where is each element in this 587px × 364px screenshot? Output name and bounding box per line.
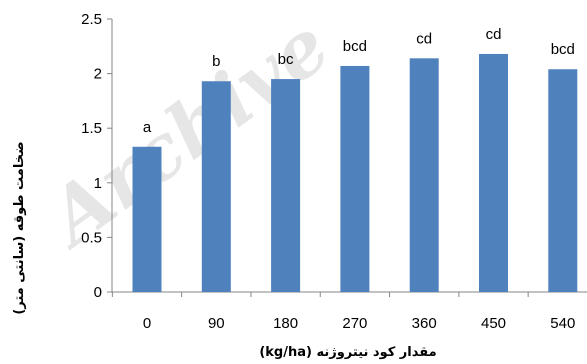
bar-labels: a b bc bcd cd cd bcd [143, 26, 575, 136]
y-ticks: 0 0.5 1 1.5 2 2.5 [81, 11, 112, 301]
bar [479, 53, 508, 292]
y-tick-label: 1.5 [81, 120, 102, 137]
y-tick-label: 1 [94, 175, 102, 192]
x-tick-label: 360 [412, 315, 437, 332]
bar-data-label: cd [486, 26, 502, 43]
bar-data-label: a [143, 119, 152, 136]
x-axis-title: مقدار کود نیتروژنه (kg/ha) [259, 345, 436, 360]
bar [271, 79, 301, 292]
x-tick-label: 90 [208, 315, 225, 332]
bar-data-label: bcd [551, 41, 575, 58]
y-tick-label: 2.5 [81, 11, 102, 28]
bar-data-label: b [212, 53, 220, 70]
bar [132, 146, 162, 292]
x-tick-label: 180 [273, 315, 298, 332]
x-tick-label: 0 [143, 315, 151, 332]
x-tick-label: 540 [550, 315, 575, 332]
bar [201, 81, 231, 292]
bar-data-label: bcd [343, 38, 367, 55]
y-tick-label: 0.5 [81, 229, 102, 246]
x-ticks: 0 90 180 270 360 450 540 [111, 292, 575, 332]
bar [340, 65, 370, 293]
bars [132, 53, 578, 293]
bar-data-label: bc [278, 51, 294, 68]
x-tick-label: 450 [481, 315, 506, 332]
y-tick-label: 2 [94, 66, 102, 83]
y-axis-title: ضخامت طوقه (سانتی متر) [12, 141, 27, 314]
y-tick-label: 0 [94, 284, 102, 301]
bar [409, 58, 439, 293]
x-tick-label: 270 [342, 315, 367, 332]
bar-data-label: cd [416, 30, 432, 47]
bar [548, 69, 578, 293]
